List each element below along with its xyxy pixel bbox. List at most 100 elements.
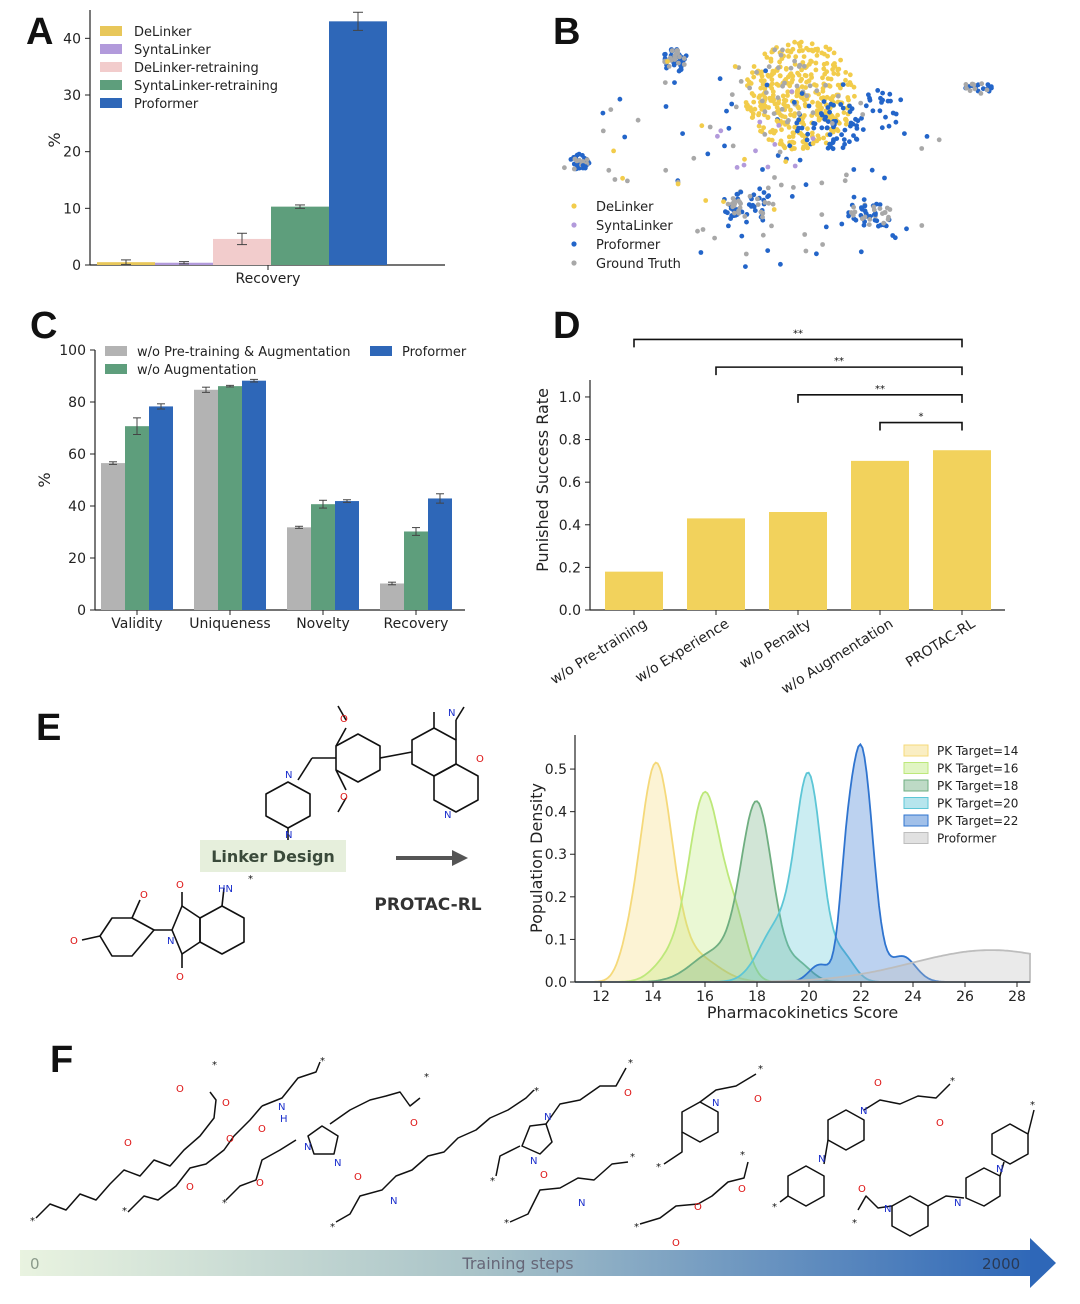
scatter-point — [749, 115, 755, 120]
x-tick-label: 20 — [800, 989, 818, 1005]
x-tick-label: 12 — [592, 989, 610, 1005]
bar — [194, 389, 218, 610]
y-tick-label: 80 — [68, 395, 86, 411]
scatter-point — [858, 249, 864, 255]
scatter-point — [738, 189, 744, 195]
linker-chain — [509, 1161, 629, 1223]
scatter-point — [777, 141, 783, 147]
scatter-point — [866, 92, 871, 98]
bar — [242, 380, 266, 610]
scatter-point — [829, 121, 835, 126]
piperidine-ring — [891, 1195, 929, 1237]
scatter-point — [805, 131, 811, 137]
scatter-point — [802, 232, 808, 237]
scatter-point — [730, 196, 736, 201]
x-tick-label: Uniqueness — [189, 616, 270, 632]
legend-swatch — [903, 832, 929, 844]
scatter-point — [839, 221, 845, 227]
scatter-point — [620, 175, 625, 181]
scatter-point — [780, 47, 785, 53]
scatter-point — [792, 58, 797, 64]
scatter-point — [774, 105, 780, 110]
legend-swatch — [370, 346, 392, 356]
scatter-point — [879, 125, 885, 131]
scatter-point — [776, 123, 782, 128]
scatter-point — [769, 77, 775, 82]
atom-n: N — [444, 810, 451, 821]
scatter-point — [800, 146, 806, 151]
scatter-point — [796, 48, 802, 54]
chart-b-tsne: DeLinker SyntaLinker Proformer Ground Truth — [562, 39, 994, 272]
scatter-point — [924, 134, 930, 139]
bar — [428, 498, 452, 610]
scatter-point — [831, 71, 837, 76]
scatter-point — [823, 82, 828, 88]
scatter-point — [769, 81, 775, 87]
scatter-point — [662, 52, 667, 57]
scatter-point — [770, 201, 776, 207]
atom-o: O — [340, 792, 348, 803]
scatter-point — [797, 157, 803, 163]
y-tick-label: 100 — [59, 343, 86, 359]
panel-f-linkers — [35, 1061, 1035, 1237]
linker-chain — [127, 1105, 263, 1213]
scatter-point — [863, 103, 869, 109]
scatter-point — [823, 110, 828, 115]
scatter-point — [612, 177, 618, 182]
scatter-point — [715, 133, 720, 139]
bar — [287, 527, 311, 610]
scatter-point — [885, 98, 891, 104]
scatter-point — [810, 99, 815, 105]
scatter-point — [724, 108, 729, 114]
scatter-point — [757, 119, 763, 125]
linker-chain — [261, 1061, 321, 1107]
y-tick-label: 0.4 — [559, 518, 581, 534]
atom-n: N — [448, 708, 455, 719]
legend-label: Proformer — [596, 238, 661, 253]
x-tick-label: Validity — [111, 616, 162, 632]
atom-o: O — [874, 1078, 882, 1089]
linker-chain — [329, 1091, 421, 1125]
atom-star: * — [30, 1216, 35, 1227]
scatter-point — [816, 115, 822, 121]
scatter-point — [726, 125, 732, 131]
scatter-point — [835, 82, 841, 88]
atom-n: N — [578, 1198, 585, 1209]
scatter-point — [756, 123, 762, 129]
scatter-point — [792, 39, 797, 45]
scatter-point — [880, 90, 885, 96]
scatter-point — [804, 93, 810, 99]
scatter-point — [625, 178, 630, 184]
y-tick-label: 0.0 — [545, 975, 567, 991]
scatter-point — [884, 205, 890, 211]
scatter-point — [789, 89, 795, 94]
scatter-point — [822, 116, 828, 122]
scatter-point — [766, 105, 771, 110]
scatter-point — [881, 220, 886, 226]
atom-o: O — [738, 1184, 746, 1195]
scatter-point — [752, 208, 758, 214]
scatter-point — [804, 137, 810, 143]
y-tick-label: 0.2 — [559, 560, 581, 576]
bar — [329, 21, 387, 266]
arrow-head-icon — [452, 850, 468, 866]
scatter-point — [794, 83, 800, 89]
scatter-point — [788, 112, 793, 118]
scatter-point — [860, 127, 866, 132]
y-tick-label: 0.6 — [559, 475, 581, 491]
scatter-point — [808, 72, 814, 78]
scatter-point — [835, 71, 841, 77]
atom-o: O — [672, 1238, 680, 1249]
scatter-point — [803, 182, 809, 188]
scatter-point — [745, 77, 750, 83]
scatter-point — [765, 248, 771, 254]
atom-star: * — [634, 1222, 639, 1233]
legend-label: Ground Truth — [596, 257, 681, 272]
training-steps-arrow: 0 Training steps 2000 — [20, 1238, 1056, 1288]
scatter-point — [852, 93, 857, 99]
scatter-point — [810, 136, 816, 142]
bar — [271, 206, 329, 265]
scatter-point — [963, 82, 969, 87]
scatter-point — [904, 226, 909, 232]
bar — [311, 504, 335, 610]
